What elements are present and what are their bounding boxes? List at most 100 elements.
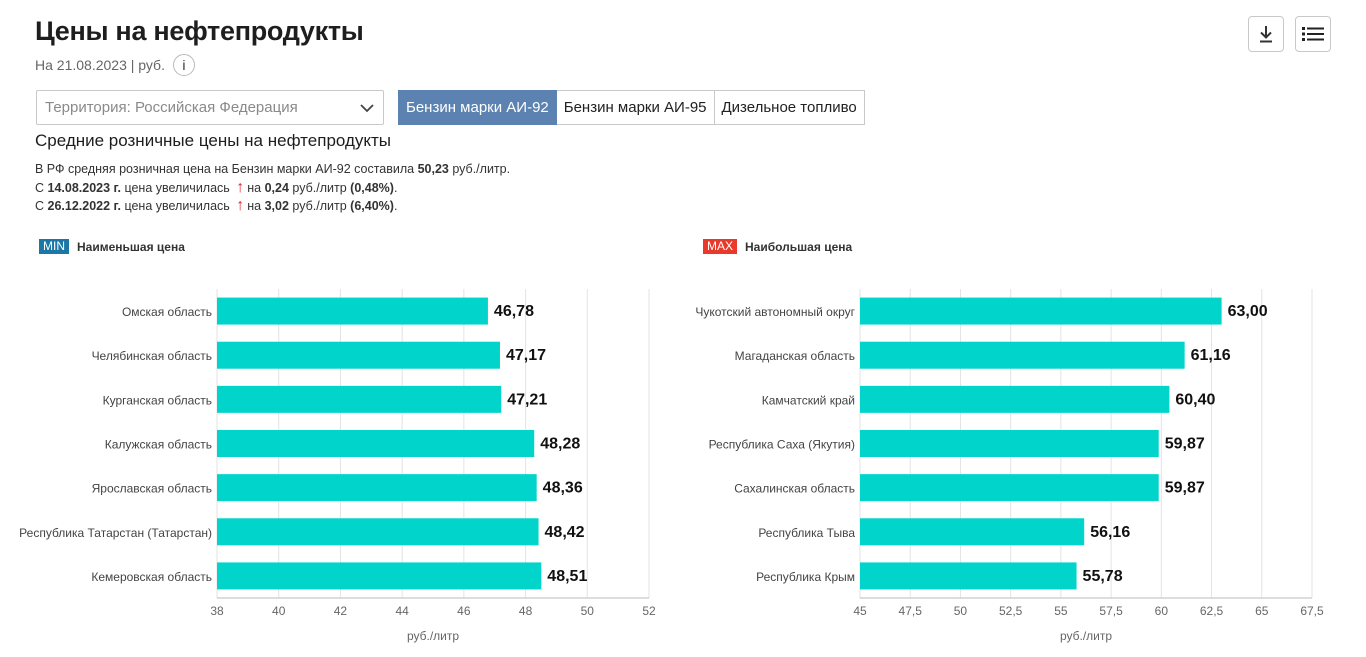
fuel-tabs: Бензин марки АИ-92 Бензин марки АИ-95 Ди… [398,90,865,125]
territory-select[interactable]: Территория: Российская Федерация [36,90,384,125]
max-tick-label: 65 [1255,604,1269,618]
legend-min: MIN Наименьшая цена [39,239,185,254]
max-category-label: Камчатский край [762,393,855,407]
min-tick-label: 50 [581,604,595,618]
info-icon[interactable]: i [172,54,195,76]
summary-text: В РФ средняя розничная цена на Бензин ма… [35,162,418,176]
min-category-label: Омская область [122,305,212,319]
summary-change-value: 3,02 [264,199,289,213]
max-category-label: Республика Саха (Якутия) [709,438,855,452]
download-icon [1260,26,1272,43]
max-bar [860,341,1185,369]
max-category-label: Республика Тыва [758,526,855,540]
max-x-axis-label: руб./литр [1060,629,1112,643]
tab-ai92[interactable]: Бензин марки АИ-92 [398,90,557,125]
summary-line-1: В РФ средняя розничная цена на Бензин ма… [35,160,510,179]
summary-change-value: 0,24 [264,180,289,195]
min-value-label: 48,36 [543,480,583,497]
max-tick-label: 57,5 [1099,604,1123,618]
min-tick-label: 48 [519,604,533,618]
legend-max: MAX Наибольшая цена [703,239,852,254]
summary-text: руб./литр [288,180,351,195]
min-tick-label: 38 [210,604,224,618]
price-summary: В РФ средняя розничная цена на Бензин ма… [35,160,510,216]
min-category-label: Республика Татарстан (Татарстан) [19,526,212,540]
arrow-up-icon: ↑ [236,178,245,196]
min-bar [217,474,537,502]
date-text: На 21.08.2023 | руб. [35,57,165,73]
max-tick-label: 67,5 [1300,604,1324,618]
list-menu-button[interactable] [1295,16,1331,52]
max-tick-label: 60 [1155,604,1169,618]
min-bar [217,341,500,369]
min-tick-label: 42 [334,604,348,618]
summary-text: на [247,199,265,213]
max-badge: MAX [703,239,738,254]
summary-text: на [247,180,265,195]
max-category-label: Магаданская область [735,349,855,363]
max-bar [860,297,1222,325]
summary-text: цена увеличилась [120,199,234,213]
max-tick-label: 50 [954,604,968,618]
summary-change-pct: (0,48%) [350,180,394,195]
summary-text: С [35,199,48,213]
chevron-down-icon [360,104,374,113]
min-bar [217,297,488,325]
min-bar [217,430,535,457]
summary-text: цена увеличилась [120,180,234,195]
arrow-up-icon: ↑ [236,197,245,214]
max-tick-label: 47,5 [899,604,923,618]
max-tick-label: 62,5 [1200,604,1224,618]
section-title: Средние розничные цены на нефтепродукты [35,131,392,150]
summary-date: 26.12.2022 г. [47,199,121,213]
max-bar [860,518,1085,546]
territory-select-value: Территория: Российская Федерация [45,99,298,116]
summary-text: . [393,180,398,195]
list-icon [1302,27,1324,41]
min-value-label: 48,51 [547,568,587,585]
min-tick-label: 44 [395,604,409,618]
max-value-label: 61,16 [1191,347,1231,364]
max-value-label: 59,87 [1165,480,1205,497]
max-tick-label: 52,5 [999,604,1023,618]
min-category-label: Ярославская область [92,482,212,496]
max-value-label: 59,87 [1165,436,1205,453]
max-category-label: Чукотский автономный округ [695,305,855,319]
tab-diesel[interactable]: Дизельное топливо [714,90,865,125]
min-bar [217,518,539,546]
min-tick-label: 40 [272,604,286,618]
min-bar [217,562,542,590]
download-button[interactable] [1248,16,1284,52]
max-tick-label: 55 [1054,604,1068,618]
min-badge: MIN [39,239,69,254]
min-category-label: Калужская область [105,438,212,452]
max-bar [860,562,1077,590]
min-value-label: 48,28 [540,436,580,453]
summary-line-3: С 26.12.2022 г. цена увеличилась ↑ на 3,0… [35,197,510,216]
min-bar [217,385,502,413]
summary-date: 14.08.2023 г. [47,180,121,195]
summary-change-pct: (6,40%) [350,199,394,213]
max-value-label: 55,78 [1083,568,1123,585]
max-legend-label: Наибольшая цена [745,239,853,254]
max-category-label: Сахалинская область [734,482,855,496]
summary-text: руб./литр. [448,162,511,176]
date-subtitle: На 21.08.2023 | руб. i [35,54,195,76]
max-value-label: 63,00 [1228,303,1268,320]
min-category-label: Кемеровская область [91,570,212,584]
max-value-label: 56,16 [1090,524,1130,541]
summary-line-2: С 14.08.2023 г. цена увеличилась ↑ на 0,2… [35,179,510,198]
summary-text: . [393,199,398,213]
tab-ai95[interactable]: Бензин марки АИ-95 [556,90,715,125]
min-legend-label: Наименьшая цена [77,239,185,254]
max-category-label: Республика Крым [756,570,855,584]
max-value-label: 60,40 [1175,391,1215,408]
min-x-axis-label: руб./литр [407,629,459,643]
page-title: Цены на нефтепродукты [35,16,364,46]
min-value-label: 46,78 [494,303,534,320]
min-tick-label: 46 [457,604,471,618]
summary-text: руб./литр [288,199,351,213]
min-value-label: 48,42 [545,524,585,541]
min-value-label: 47,21 [507,391,547,408]
